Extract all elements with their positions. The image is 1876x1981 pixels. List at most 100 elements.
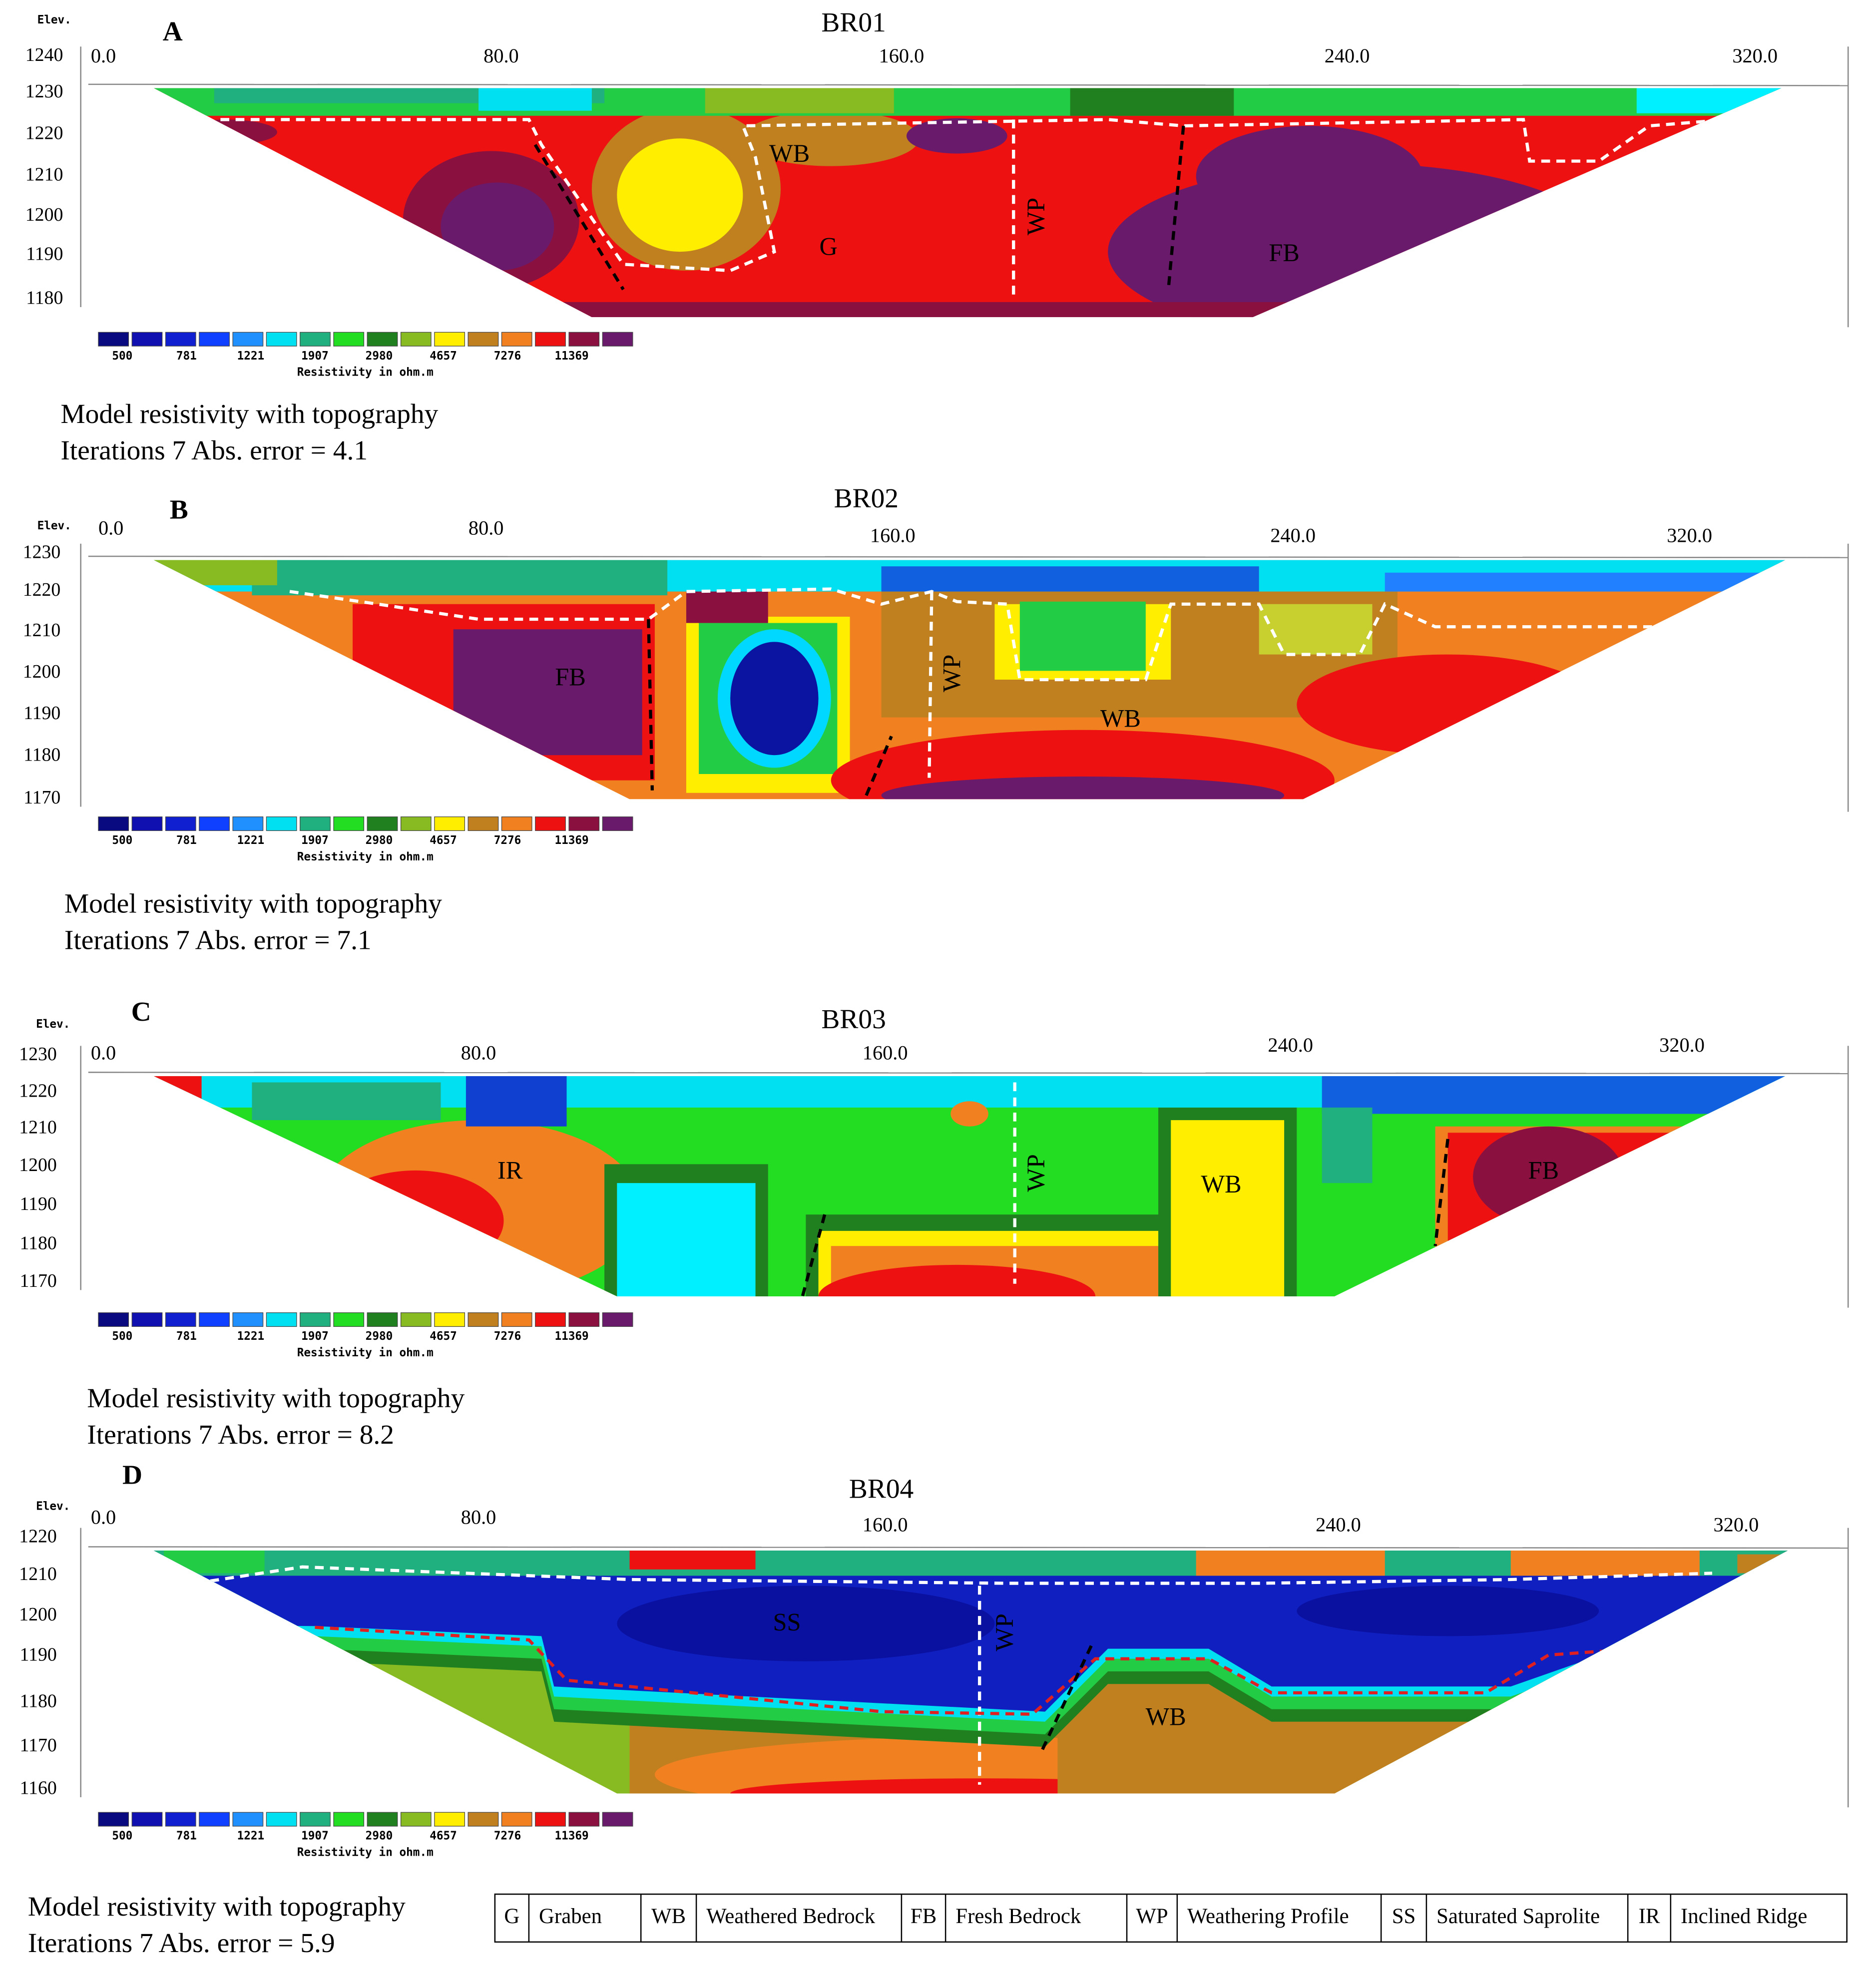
colorbar-swatch — [131, 1812, 163, 1827]
panel-letter: A — [163, 16, 183, 46]
distance-label: 80.0 — [469, 516, 504, 539]
colorbar-swatch — [535, 816, 566, 831]
colorbar-label: 4657 — [430, 1330, 457, 1343]
elevation-label: 1200 — [25, 204, 63, 225]
elevation-label: 1240 — [25, 44, 63, 65]
resistivity-region — [441, 182, 554, 271]
colorbar-label: 781 — [176, 1830, 197, 1843]
colorbar-swatch — [434, 1812, 465, 1827]
colorbar-swatch — [400, 332, 432, 347]
resistivity-region — [1259, 604, 1373, 655]
distance-label: 0.0 — [91, 1506, 116, 1528]
colorbar-swatch — [199, 1312, 230, 1327]
resistivity-region — [730, 642, 819, 756]
topography-line — [88, 555, 1849, 558]
colorbar-label: 1221 — [237, 834, 265, 847]
resistivity-region — [252, 560, 668, 596]
colorbar-label: 7276 — [494, 350, 521, 363]
colorbar-swatch — [468, 816, 499, 831]
colorbar-swatch — [468, 1312, 499, 1327]
topography-line — [88, 1546, 1849, 1549]
colorbar-swatch — [468, 332, 499, 347]
zone-label: WB — [1201, 1170, 1241, 1198]
colorbar-swatch — [501, 816, 532, 831]
resistivity-region — [1322, 1076, 1786, 1114]
colorbar-label: 11369 — [554, 834, 588, 847]
legend-meaning: Fresh Bedrock — [955, 1905, 1081, 1928]
colorbar-swatch — [568, 816, 600, 831]
resistivity-region — [617, 1585, 995, 1661]
caption: Iterations 7 Abs. error = 5.9 — [28, 1928, 335, 1958]
colorbar-swatch — [333, 1312, 365, 1327]
colorbar-label: 500 — [112, 1830, 132, 1843]
colorbar-swatch — [333, 816, 365, 831]
colorbar-swatch — [199, 332, 230, 347]
panel-title: BR01 — [821, 7, 886, 37]
colorbar-label: 7276 — [494, 834, 521, 847]
elevation-label: 1170 — [20, 1735, 57, 1756]
colorbar-swatch — [568, 332, 600, 347]
colorbar-swatch — [300, 1312, 331, 1327]
resistivity-region — [906, 118, 1007, 154]
elevation-label: 1180 — [20, 1691, 57, 1712]
legend-meaning: Inclined Ridge — [1681, 1905, 1807, 1928]
colorbar-label: 7276 — [494, 1830, 521, 1843]
caption: Model resistivity with topography — [60, 398, 438, 429]
resistivity-region — [1385, 572, 1786, 592]
distance-label: 160.0 — [879, 44, 925, 67]
colorbar-label: 7276 — [494, 1330, 521, 1343]
zone-label: IR — [497, 1157, 523, 1185]
elevation-header: Elev. — [36, 1500, 70, 1513]
resistivity-region — [1070, 88, 1234, 116]
caption: Iterations 7 Abs. error = 4.1 — [60, 435, 368, 465]
panel-letter: C — [131, 996, 151, 1027]
elevation-label: 1160 — [20, 1778, 57, 1799]
colorbar-swatch — [501, 1312, 532, 1327]
panel-title: BR02 — [834, 483, 899, 513]
resistivity-region — [1510, 1551, 1700, 1576]
colorbar-label: 781 — [176, 1330, 197, 1343]
elevation-label: 1180 — [23, 744, 60, 765]
colorbar-swatch — [300, 1812, 331, 1827]
colorbar-swatch — [165, 332, 196, 347]
colorbar-swatch — [400, 1312, 432, 1327]
resistivity-region — [1297, 1585, 1599, 1636]
legend-abbrev: FB — [911, 1905, 937, 1928]
colorbar-swatch — [400, 816, 432, 831]
colorbar-label: 1221 — [237, 1330, 265, 1343]
boundary-line — [315, 1625, 1637, 1716]
colorbar-swatch — [535, 332, 566, 347]
colorbar-swatch — [98, 332, 129, 347]
colorbar-swatch — [131, 816, 163, 831]
caption: Model resistivity with topography — [64, 888, 442, 918]
resistivity-region — [686, 591, 768, 623]
colorbar-label: 1907 — [301, 1830, 329, 1843]
colorbar-swatch — [199, 816, 230, 831]
distance-label: 320.0 — [1714, 1513, 1759, 1536]
caption: Iterations 7 Abs. error = 8.2 — [87, 1419, 394, 1450]
elevation-label: 1170 — [20, 1270, 57, 1291]
boundary-line — [865, 736, 893, 796]
colorbar-label: 500 — [112, 350, 132, 363]
colorbar-swatch — [602, 1812, 633, 1827]
distance-label: 240.0 — [1316, 1513, 1361, 1536]
colorbar-swatch — [165, 1312, 196, 1327]
colorbar-swatch — [165, 1812, 196, 1827]
legend-abbrev: WP — [1136, 1905, 1168, 1928]
topography-line — [88, 1072, 1849, 1075]
zone-label: WP — [938, 655, 965, 693]
colorbar-label: 4657 — [430, 834, 457, 847]
boundary-line — [799, 1214, 827, 1296]
colorbar-swatch — [468, 1812, 499, 1827]
colorbar-label: 781 — [176, 834, 197, 847]
colorbar-swatch — [131, 1312, 163, 1327]
resistivity-region — [1322, 1107, 1373, 1184]
distance-label: 80.0 — [483, 44, 519, 67]
zone-label: WB — [1146, 1702, 1186, 1730]
distance-label: 0.0 — [91, 1041, 116, 1064]
colorbar-swatch — [232, 1812, 264, 1827]
colorbar-title: Resistivity in ohm.m — [297, 1346, 434, 1359]
elevation-label: 1190 — [23, 703, 60, 724]
colorbar-swatch — [333, 332, 365, 347]
